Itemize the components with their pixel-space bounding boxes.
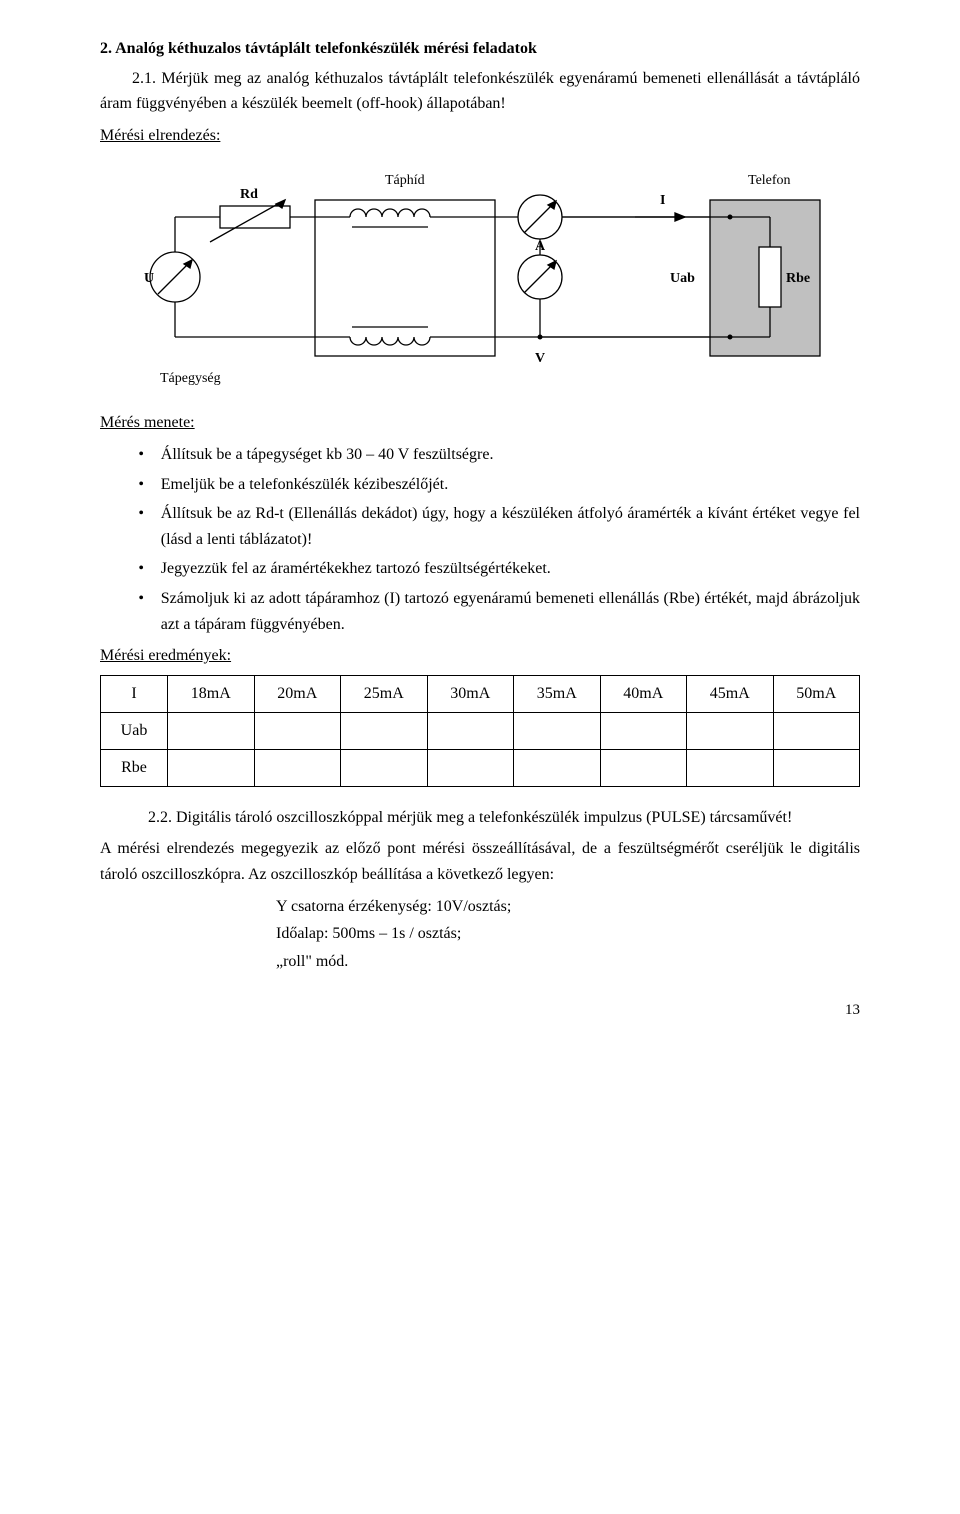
table-row: Uab bbox=[101, 712, 860, 749]
label-tapegyseg: Tápegység bbox=[160, 371, 221, 386]
table-cell: 35mA bbox=[514, 675, 601, 712]
procedure-bullets: Állítsuk be a tápegységet kb 30 – 40 V f… bbox=[138, 442, 860, 637]
page-number: 13 bbox=[100, 998, 860, 1022]
results-label: Mérési eredmények: bbox=[100, 647, 231, 664]
list-item: Emeljük be a telefonkészülék kézibeszélő… bbox=[138, 472, 860, 498]
table-row-header: I bbox=[101, 675, 168, 712]
table-row: Rbe bbox=[101, 749, 860, 786]
label-taphid: Táphíd bbox=[385, 173, 425, 188]
results-table: I 18mA 20mA 25mA 30mA 35mA 40mA 45mA 50m… bbox=[100, 675, 860, 787]
list-item: Jegyezzük fel az áramértékekhez tartozó … bbox=[138, 556, 860, 582]
oscilloscope-settings: Y csatorna érzékenység: 10V/osztás; Időa… bbox=[276, 894, 860, 975]
label-uab: Uab bbox=[670, 271, 695, 286]
label-u: U bbox=[144, 271, 154, 286]
list-item: Állítsuk be a tápegységet kb 30 – 40 V f… bbox=[138, 442, 860, 468]
setting-line: Y csatorna érzékenység: 10V/osztás; bbox=[276, 894, 860, 920]
table-cell: 18mA bbox=[168, 675, 255, 712]
setting-line: „roll" mód. bbox=[276, 949, 860, 975]
table-row-header: Uab bbox=[101, 712, 168, 749]
table-row-header: Rbe bbox=[101, 749, 168, 786]
task1-intro: 2.1. Mérjük meg az analóg kéthuzalos táv… bbox=[100, 66, 860, 117]
label-rbe: Rbe bbox=[786, 271, 810, 286]
label-telefon: Telefon bbox=[748, 173, 791, 188]
list-item: Számoljuk ki az adott tápáramhoz (I) tar… bbox=[138, 586, 860, 637]
task2-body: A mérési elrendezés megegyezik az előző … bbox=[100, 836, 860, 887]
circuit-diagram: U Rd Táph bbox=[100, 162, 860, 392]
table-cell: 50mA bbox=[773, 675, 860, 712]
table-cell: 20mA bbox=[254, 675, 341, 712]
setting-line: Időalap: 500ms – 1s / osztás; bbox=[276, 921, 860, 947]
table-row: I 18mA 20mA 25mA 30mA 35mA 40mA 45mA 50m… bbox=[101, 675, 860, 712]
section-heading: 2. Analóg kéthuzalos távtáplált telefonk… bbox=[100, 36, 860, 62]
table-cell: 40mA bbox=[600, 675, 687, 712]
procedure-label: Mérés menete: bbox=[100, 414, 195, 431]
list-item: Állítsuk be az Rd-t (Ellenállás dekádot)… bbox=[138, 501, 860, 552]
setup-label: Mérési elrendezés: bbox=[100, 127, 220, 144]
table-cell: 30mA bbox=[427, 675, 514, 712]
table-cell: 45mA bbox=[687, 675, 774, 712]
table-cell: 25mA bbox=[341, 675, 428, 712]
label-v: V bbox=[535, 351, 545, 366]
task2-intro: 2.2. Digitális tároló oszcilloszkóppal m… bbox=[148, 805, 860, 831]
label-rd: Rd bbox=[240, 187, 258, 202]
label-i: I bbox=[660, 193, 665, 208]
